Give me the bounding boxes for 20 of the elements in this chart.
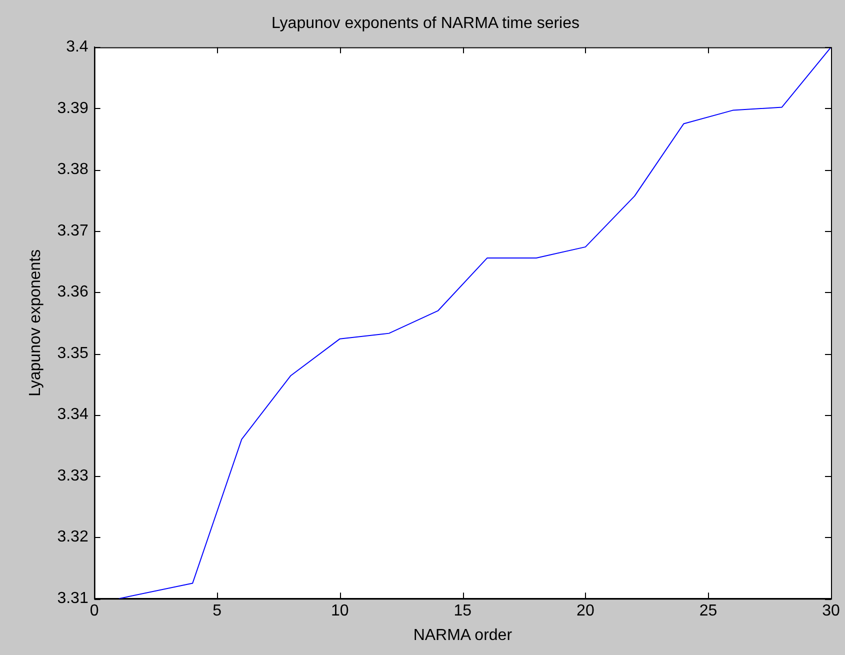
y-tick-label: 3.37 (57, 222, 88, 240)
y-tick-label: 3.32 (57, 528, 88, 546)
y-tick-label: 3.35 (57, 344, 88, 362)
x-tick-label: 25 (699, 602, 718, 620)
y-tick-label: 3.39 (57, 100, 88, 117)
x-tick-label: 0 (90, 602, 99, 620)
y-axis-title: Lyapunov exponents (27, 249, 44, 396)
y-tick-label: 3.33 (57, 467, 88, 484)
y-tick-label: 3.34 (57, 406, 88, 424)
x-tick-label: 5 (212, 602, 222, 620)
y-tick-label: 3.4 (66, 38, 88, 56)
y-tick-label: 3.38 (57, 161, 88, 178)
chart-title: Lyapunov exponents of NARMA time series (271, 15, 580, 32)
x-tick-label: 15 (454, 602, 472, 620)
y-tick-label: 3.36 (57, 284, 88, 301)
y-tick-label: 3.31 (57, 590, 88, 608)
x-tick-label: 20 (576, 602, 594, 620)
x-axis-title: NARMA order (413, 626, 513, 644)
x-tick-label: 10 (330, 602, 349, 620)
x-tick-label: 30 (822, 602, 840, 620)
